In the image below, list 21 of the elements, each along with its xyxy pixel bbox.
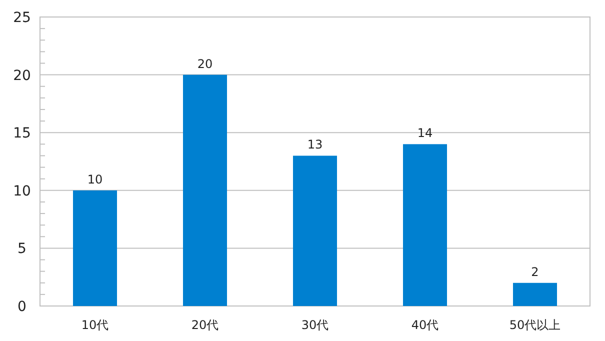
bar: [183, 74, 227, 306]
data-label: 20: [197, 56, 213, 71]
x-tick-label: 40代: [411, 318, 439, 332]
bar: [73, 190, 117, 306]
x-tick-label: 30代: [301, 318, 329, 332]
x-tick-label: 10代: [81, 318, 109, 332]
data-label: 2: [531, 264, 539, 279]
data-label: 10: [87, 172, 103, 186]
y-tick-label: 0: [18, 299, 26, 315]
bar: [403, 144, 447, 306]
bar: [513, 282, 557, 306]
bar: [293, 156, 337, 306]
y-tick-label: 10: [13, 183, 31, 200]
data-label: 13: [307, 138, 323, 152]
y-tick-label: 5: [18, 241, 26, 258]
x-tick-label: 20代: [191, 318, 219, 332]
data-label: 14: [417, 126, 433, 140]
y-tick-label: 25: [13, 10, 31, 26]
y-tick-label: 20: [13, 68, 31, 84]
x-tick-label: 50代以上: [509, 318, 561, 332]
y-tick-label: 15: [13, 126, 31, 142]
